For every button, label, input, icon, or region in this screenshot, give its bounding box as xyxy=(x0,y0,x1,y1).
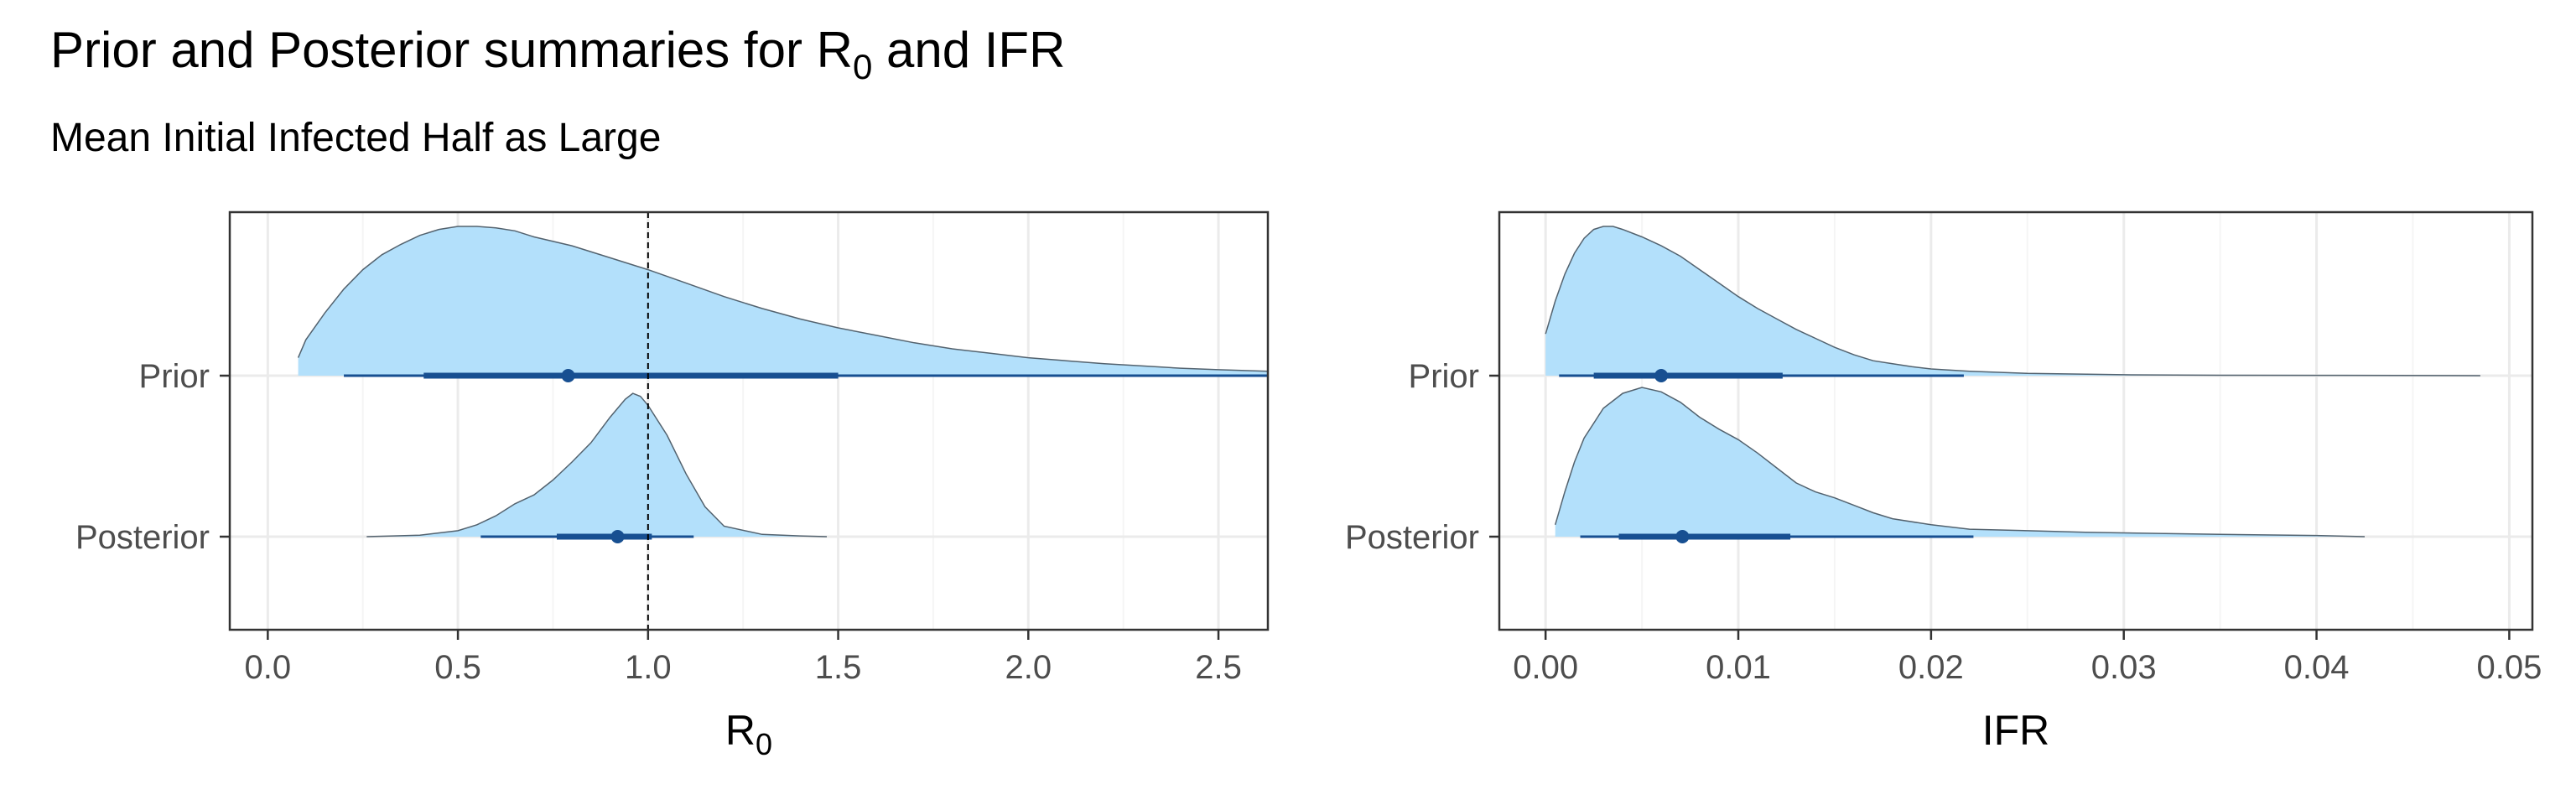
x-tick-label: 0.0 xyxy=(245,649,292,686)
x-axis-title: R0 xyxy=(725,707,772,761)
panel-r0: Prior Posterior 0.0 0.5 1.0 1.5 2.0 2.5 R0 xyxy=(75,210,1270,761)
panel-marks xyxy=(297,212,1268,630)
x-axis-title: IFR xyxy=(1982,707,2050,754)
point-estimate-prior xyxy=(1654,369,1669,382)
density-posterior xyxy=(366,393,827,537)
panel-border xyxy=(1498,210,2534,631)
x-tick-label: 1.5 xyxy=(815,649,862,686)
density-outline-prior xyxy=(1545,226,2480,377)
panel-ifr: Prior Posterior 0.00 0.01 0.02 0.03 0.04 0.05 IF… xyxy=(1345,210,2542,754)
chart-title-subscript: 0 xyxy=(853,47,872,86)
x-axis-title-text: R xyxy=(725,707,756,754)
y-tick-label-prior: Prior xyxy=(1409,358,1479,395)
density-outline-posterior xyxy=(1554,387,2366,538)
panel-border xyxy=(228,210,1270,631)
x-tick-label: 0.03 xyxy=(2091,649,2157,686)
chart-subtitle: Mean Initial Infected Half as Large xyxy=(50,116,661,160)
x-tick-label: 2.0 xyxy=(1005,649,1052,686)
x-tick-label: 0.04 xyxy=(2284,649,2350,686)
panel-marks xyxy=(1545,226,2480,543)
y-tick-label-posterior: Posterior xyxy=(1345,519,1479,556)
y-tick-label-posterior: Posterior xyxy=(75,519,210,556)
chart-title: Prior and Posterior summaries for R0 and… xyxy=(50,22,1065,86)
point-estimate-posterior xyxy=(610,530,625,543)
density-posterior xyxy=(1555,387,2365,537)
x-tick-label: 1.0 xyxy=(625,649,672,686)
x-axis-title-text: IFR xyxy=(1982,707,2050,754)
point-estimate-prior xyxy=(561,369,575,382)
x-tick-label: 2.5 xyxy=(1195,649,1242,686)
density-outline-posterior xyxy=(366,392,828,538)
chart-title-text: Prior and Posterior summaries for R xyxy=(50,22,853,78)
x-tick-label: 0.05 xyxy=(2476,649,2542,686)
chart-title-tail: and IFR xyxy=(872,22,1065,78)
density-prior xyxy=(1545,226,2480,376)
x-tick-label: 0.00 xyxy=(1513,649,1578,686)
x-tick-label: 0.5 xyxy=(434,649,481,686)
density-prior xyxy=(298,226,1268,376)
point-estimate-posterior xyxy=(1675,530,1690,543)
y-tick-label-prior: Prior xyxy=(139,358,210,395)
x-axis-title-subscript: 0 xyxy=(756,727,772,761)
x-tick-label: 0.02 xyxy=(1898,649,1964,686)
density-outline-prior xyxy=(297,226,1268,372)
x-tick-label: 0.01 xyxy=(1706,649,1771,686)
